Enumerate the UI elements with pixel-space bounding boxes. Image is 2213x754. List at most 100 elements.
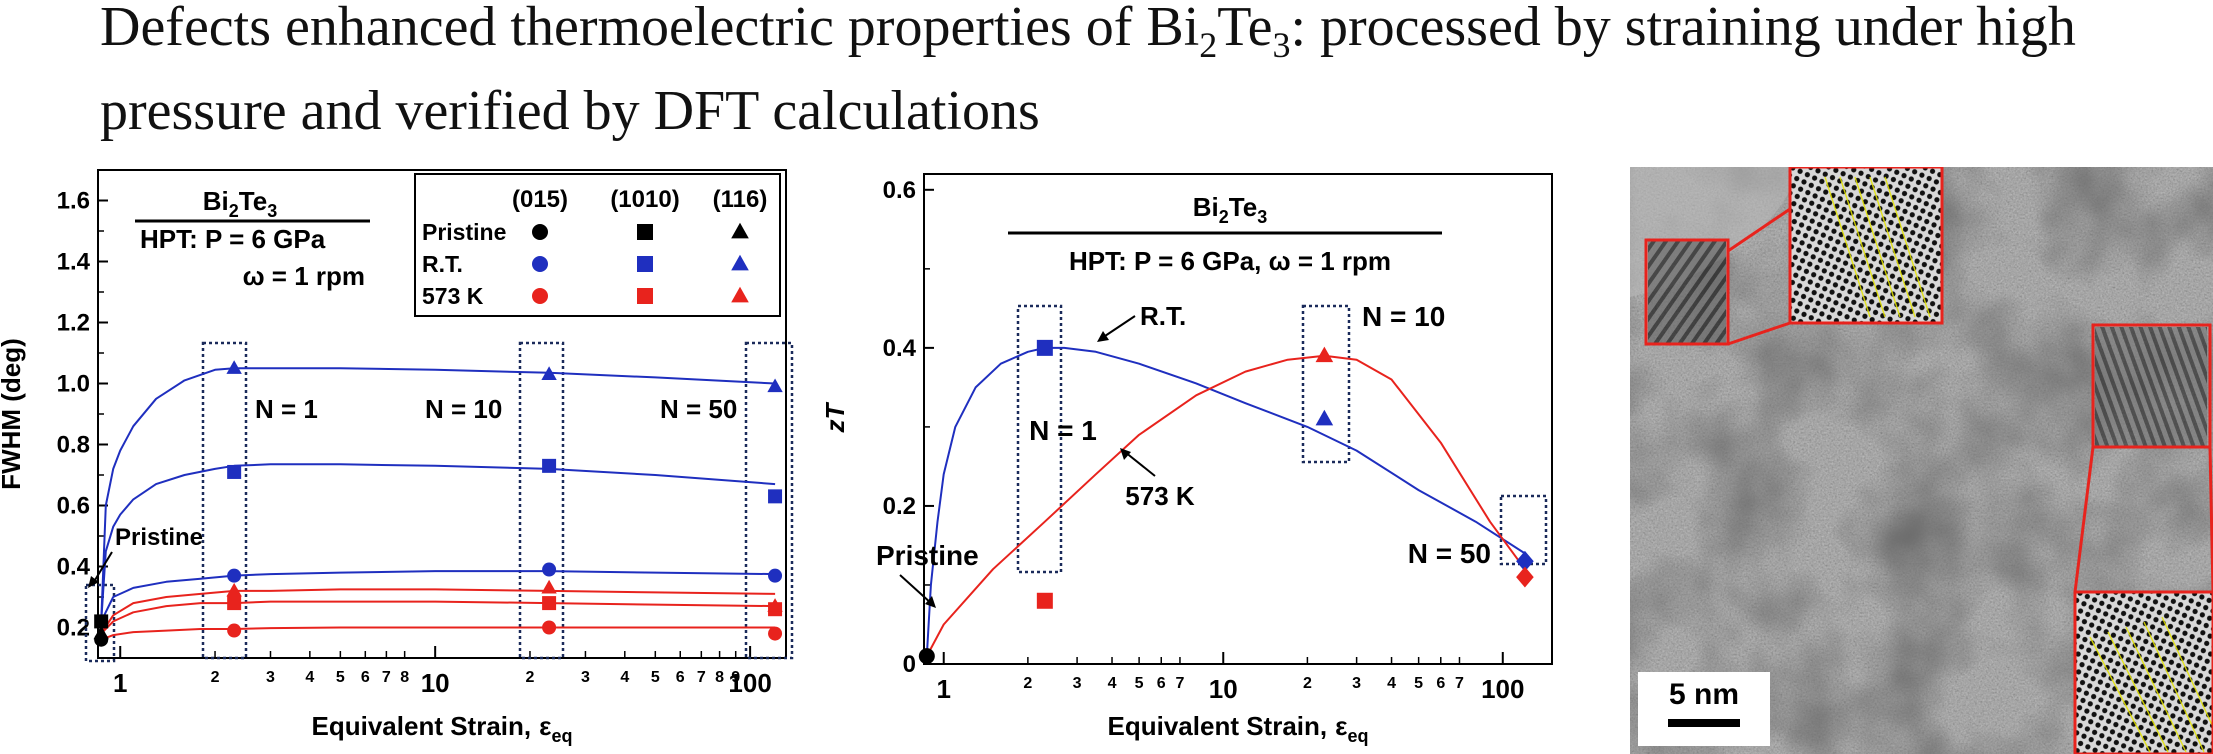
fit-line: [100, 626, 776, 641]
x-minor-tick-label: 3: [1352, 675, 1361, 692]
scale-bar-box: [1638, 672, 1770, 746]
legend-col-1010: (1010): [610, 186, 679, 213]
x-minor-tick-label: 6: [361, 669, 370, 686]
plot-frame: [923, 173, 1553, 665]
legend-marker-circle: [532, 288, 548, 304]
inset-top: [1790, 167, 1942, 323]
title-part: Te: [1217, 0, 1273, 58]
rt-arrowhead: [1097, 331, 1109, 342]
data-point-triangle: [767, 598, 783, 612]
group-box-n50: [744, 341, 794, 660]
y-axis: 0.2 0.4 0.6 0.8 1.0 1.2 1.4 1.6: [57, 188, 108, 642]
scale-bar: [1668, 719, 1740, 727]
x-minor-tick-label: 3: [581, 669, 590, 686]
x-minor-tick-label: 6: [1157, 675, 1166, 692]
data-point-circle: [227, 623, 242, 638]
x-minor-tick-label: 4: [1108, 675, 1117, 692]
micrograph-image: 5 nm: [1630, 167, 2213, 754]
legend-marker-triangle: [731, 286, 749, 303]
data-point-square: [227, 596, 242, 611]
x-minor-tick-label: 7: [1176, 675, 1185, 692]
data-point-square: [542, 596, 557, 611]
x-minor-tick-label: 8: [400, 669, 409, 686]
legend-marker-triangle: [731, 254, 749, 271]
y-tick-label: 0.2: [883, 493, 916, 520]
x-tick-label: 1: [113, 668, 127, 698]
data-points: [93, 360, 783, 647]
data-point-square: [768, 489, 783, 504]
x-minor-tick-label: 4: [305, 669, 314, 686]
highlight-box: [2091, 323, 2212, 449]
x-minor-tick-label: 3: [266, 669, 275, 686]
y-tick-label: 0: [903, 651, 916, 678]
annotation-573k: 573 K: [1125, 481, 1195, 511]
y-tick-label: 0.6: [883, 177, 916, 204]
data-point-square: [1036, 592, 1053, 609]
x-minor-tick-label: 6: [676, 669, 685, 686]
legend-col-116: (116): [713, 186, 768, 213]
group-box-n50: [1499, 494, 1548, 566]
y-tick-label: 0.4: [57, 554, 91, 581]
title-line2: pressure and verified by DFT calculation…: [100, 80, 1040, 143]
annotation-n50: N = 50: [1408, 538, 1491, 569]
rt-arrow: [1101, 315, 1136, 339]
data-point-diamond: [1516, 550, 1534, 572]
title-part: : processed by straining under high: [1290, 0, 2076, 58]
data-point-square: [94, 614, 109, 629]
y-tick-label: 0.2: [57, 615, 90, 642]
condition-label: HPT: P = 6 GPa, ω = 1 rpm: [1069, 246, 1391, 276]
x-minor-tick-label: 2: [1303, 675, 1312, 692]
legend-row-pristine: Pristine: [422, 219, 506, 245]
pristine-arrowhead: [925, 596, 936, 608]
fit-line: [100, 367, 776, 622]
pristine-arrowhead: [88, 576, 99, 588]
scale-bar-label: 5 nm: [1669, 678, 1739, 711]
pristine-arrow: [899, 574, 933, 605]
data-point-triangle: [226, 582, 242, 597]
legend-marker-circle: [532, 224, 548, 240]
y-tick-label: 0.8: [57, 432, 90, 459]
data-point-square: [227, 464, 242, 479]
y-axis: 0 0.2 0.4 0.6: [883, 177, 934, 678]
legend-marker-square: [637, 288, 653, 304]
data-point-circle: [542, 562, 557, 577]
inset-bottom-frame: [2073, 590, 2213, 754]
y-axis-label: zT: [820, 401, 850, 433]
annotation-pristine: Pristine: [115, 524, 203, 551]
x-minor-tick-label: 2: [211, 669, 220, 686]
data-point-triangle: [541, 579, 557, 594]
y-tick-label: 1.4: [57, 249, 91, 276]
fit-line: [925, 354, 1526, 657]
data-point-triangle: [1315, 409, 1334, 426]
x-axis-label: Equivalent Strain, εeq: [1108, 711, 1369, 746]
title-subscript: 3: [1272, 25, 1291, 66]
573k-arrowhead: [1120, 448, 1131, 460]
y-tick-label: 1.6: [57, 188, 90, 215]
y-axis-label: FWHM (deg): [0, 338, 26, 490]
fit-line: [100, 588, 776, 635]
legend-marker-circle: [532, 256, 548, 272]
data-point-square: [542, 458, 557, 473]
inset-connector: [1727, 321, 1791, 346]
annotation-n1: N = 1: [1029, 415, 1097, 446]
annotation-pristine: Pristine: [876, 540, 979, 571]
data-point-triangle: [226, 360, 242, 374]
page-title: Defects enhanced thermoelectric properti…: [100, 0, 2200, 144]
fit-line: [100, 570, 776, 622]
fit-line: [100, 600, 776, 635]
x-minor-tick-label: 9: [731, 669, 740, 686]
annotation-n50: N = 50: [660, 394, 737, 424]
inset-connector: [2073, 446, 2095, 593]
lattice-region: [2095, 327, 2207, 447]
data-point-diamond: [1516, 566, 1534, 588]
lattice-region: [1648, 239, 1726, 344]
fit-curves: [100, 367, 776, 641]
x-minor-tick-label: 7: [697, 669, 706, 686]
legend-marker-triangle: [731, 222, 749, 239]
y-tick-label: 0.6: [57, 493, 90, 520]
fit-line: [925, 346, 1526, 657]
legend-frame: [414, 173, 781, 317]
